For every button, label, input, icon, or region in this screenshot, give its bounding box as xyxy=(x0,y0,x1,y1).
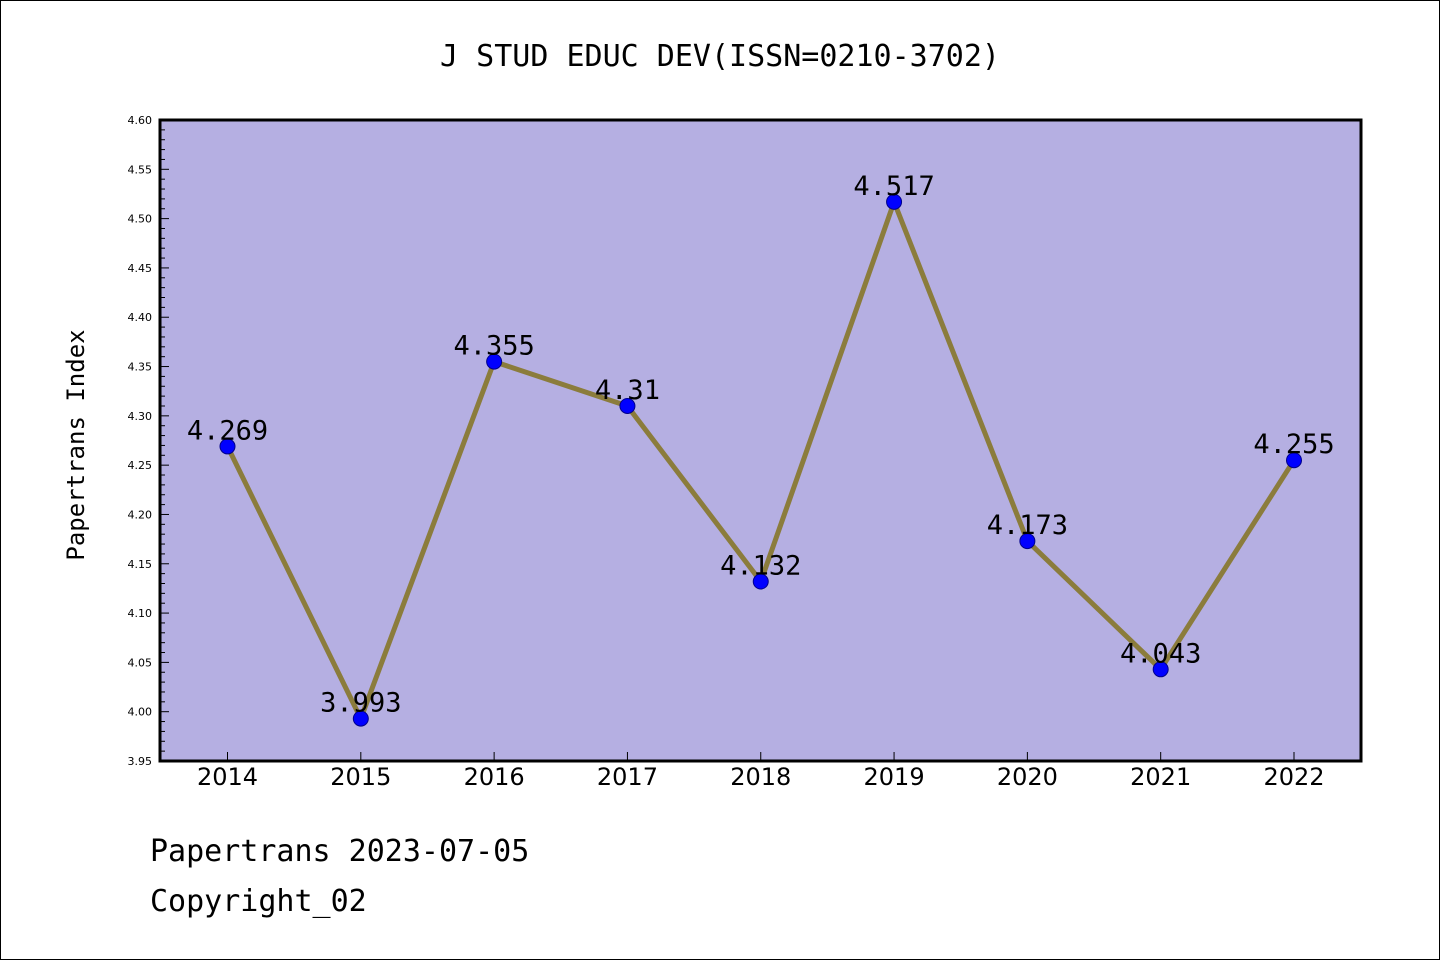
y-tick-label: 4.50 xyxy=(128,213,153,226)
data-point-marker xyxy=(752,573,769,590)
data-point-marker xyxy=(219,438,236,455)
data-label: 3.993 xyxy=(320,688,401,719)
y-tick-label: 4.40 xyxy=(128,311,153,324)
data-label: 4.269 xyxy=(187,415,268,446)
x-tick-label: 2015 xyxy=(330,763,391,791)
data-label: 4.132 xyxy=(720,551,801,582)
data-point-marker xyxy=(1286,452,1302,469)
y-tick-label: 4.60 xyxy=(128,114,153,127)
x-tick-label: 2017 xyxy=(597,763,658,791)
y-tick-label: 4.30 xyxy=(128,410,153,423)
x-tick-label: 2014 xyxy=(197,763,258,791)
y-tick-label: 4.35 xyxy=(128,361,153,374)
plot-border xyxy=(158,118,1363,763)
data-point-marker xyxy=(886,193,903,210)
chart-title: J STUD EDUC DEV(ISSN=0210-3702) xyxy=(440,39,1000,74)
y-tick-label: 4.45 xyxy=(128,262,153,275)
x-tick-label: 2018 xyxy=(730,763,791,791)
footer-date: Papertrans 2023-07-05 xyxy=(150,834,530,869)
data-label: 4.255 xyxy=(1253,429,1334,460)
y-tick-label: 4.20 xyxy=(128,508,153,521)
y-tick-label: 4.25 xyxy=(128,459,153,472)
x-tick-label: 2019 xyxy=(864,763,925,791)
data-label: 4.517 xyxy=(853,171,934,202)
y-tick-label: 4.10 xyxy=(128,607,153,620)
y-axis-label: Papertrans Index xyxy=(62,329,90,560)
data-point-marker xyxy=(1152,661,1169,678)
data-point-marker xyxy=(352,710,369,727)
footer-copyright: Copyright_02 xyxy=(150,884,367,919)
y-tick-label: 4.00 xyxy=(128,706,153,719)
x-tick-label: 2022 xyxy=(1263,763,1324,791)
data-point-marker xyxy=(486,353,503,370)
data-label: 4.31 xyxy=(595,375,660,406)
data-point-marker xyxy=(1019,533,1036,550)
y-tick-label: 4.05 xyxy=(128,656,153,669)
x-tick-label: 2021 xyxy=(1130,763,1191,791)
data-labels-group: 4.269 3.993 4.355 4.31 4.132 4.517 4.173 4.043 4… xyxy=(187,171,1335,719)
x-tick-label: 2016 xyxy=(464,763,525,791)
x-axis: 2014 2015 2016 2017 2018 2019 2020 2021 2022 xyxy=(197,752,1325,791)
y-tick-label: 4.15 xyxy=(128,558,153,571)
plot-area xyxy=(160,120,1361,761)
series-line-group xyxy=(219,193,1302,727)
data-label: 4.355 xyxy=(453,331,534,362)
data-point-marker xyxy=(619,397,636,414)
data-label: 4.173 xyxy=(987,510,1068,541)
data-label: 4.043 xyxy=(1120,638,1201,669)
y-tick-label: 3.95 xyxy=(128,755,153,768)
y-axis: 3.95 4.00 4.05 4.10 4.15 4.20 4.25 4.30 4.35 4.40… xyxy=(128,114,169,768)
y-tick-label: 4.55 xyxy=(128,163,153,176)
x-tick-label: 2020 xyxy=(997,763,1058,791)
